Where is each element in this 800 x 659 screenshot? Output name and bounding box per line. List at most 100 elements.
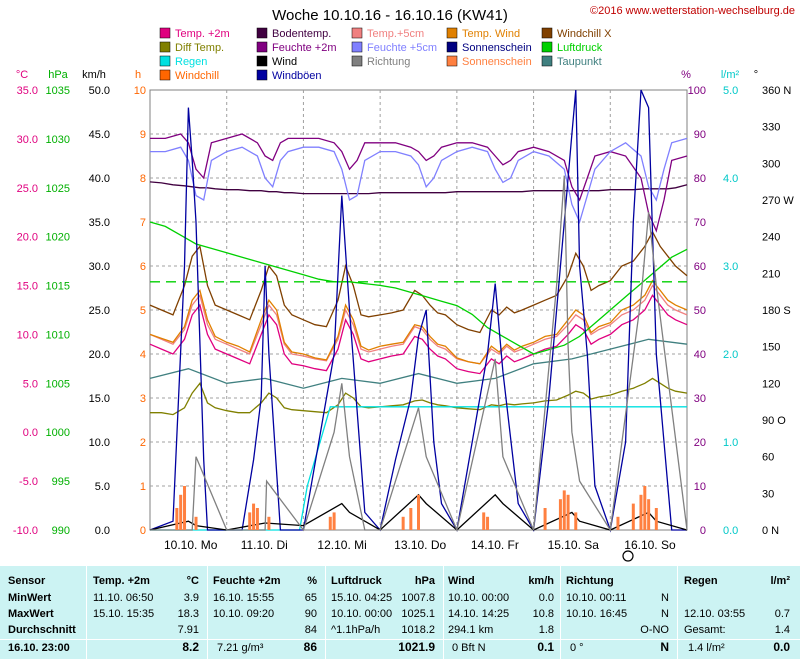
axis-tick-label-direction: 120 (762, 378, 780, 390)
axis-tick-label-temp: -5.0 (19, 476, 38, 488)
temp-max-value: 18.3 (177, 608, 199, 620)
axis-tick-label-rain: 2.0 (723, 349, 738, 361)
axis-tick-label-humidity: 0 (700, 525, 706, 537)
axis-tick-label-temp: 15.0 (17, 281, 38, 293)
legend-label: Wind (272, 56, 297, 68)
legend-swatch (541, 41, 553, 53)
rain-total-label: Gesamt: (684, 624, 726, 636)
wind-current-value: 0.1 (537, 640, 554, 654)
rain-max-time: 12.10. 03:55 (684, 608, 746, 620)
copyright-text: ©2016 www.wetterstation-wechselburg.de (590, 5, 795, 17)
legend-label: Windchill X (557, 28, 612, 40)
stats-divider (0, 639, 800, 640)
axis-tick-label-humidity: 100 (688, 85, 706, 97)
axis-tick-label-temp: 0.0 (23, 427, 38, 439)
bar-sunshine (543, 508, 547, 530)
stats-col-sep (677, 566, 678, 659)
series-line-feuchte-5cm (150, 137, 688, 224)
axis-tick-label-wind: 0.0 (95, 525, 110, 537)
legend-label: Richtung (367, 56, 410, 68)
humidity-current-value: 86 (303, 640, 317, 654)
legend-swatch (446, 27, 458, 39)
direction-degrees: 0 ° (570, 642, 584, 654)
legend-swatch (351, 41, 363, 53)
bar-sunshine (486, 516, 490, 530)
axis-tick-label-pressure: 1025 (46, 183, 70, 195)
axis-tick-label-wind: 35.0 (89, 217, 110, 229)
legend-swatch (541, 27, 553, 39)
legend-swatch (351, 27, 363, 39)
legend-swatch (446, 41, 458, 53)
humidity-max-time: 10.10. 09:20 (213, 608, 275, 620)
bar-sunshine (616, 516, 620, 530)
wind-max-time: 14.10. 14:25 (448, 608, 510, 620)
bar-sunshine (562, 490, 566, 530)
pressure-avg-value: 1018.2 (401, 624, 435, 636)
legend-label: Taupunkt (557, 56, 602, 68)
axis-tick-label-humidity: 40 (694, 349, 706, 361)
axis-tick-label-humidity: 20 (694, 437, 706, 449)
legend-label: Windchill (175, 70, 219, 82)
axis-tick-label-pressure: 1005 (46, 378, 70, 390)
direction-max-value: N (661, 608, 669, 620)
legend-label: Windböen (272, 70, 322, 82)
pressure-max-time: 10.10. 00:00 (331, 608, 393, 620)
bar-sunshine (248, 512, 252, 530)
direction-min-time: 10.10. 00:11 (566, 592, 627, 604)
axis-tick-label-humidity: 80 (694, 173, 706, 185)
stats-col-sep (86, 566, 87, 659)
temp-avg-value: 7.91 (177, 624, 199, 636)
axis-tick-label-sun: 1 (140, 481, 146, 493)
axis-tick-label-sun: 2 (140, 437, 146, 449)
temp-min-time: 11.10. 06:50 (93, 592, 154, 604)
legend-swatch (256, 41, 268, 53)
x-tick-label: 15.10. Sa (548, 538, 600, 552)
legend-label: Regen (175, 56, 207, 68)
legend-label: Temp. Wind (462, 28, 520, 40)
wind-distance: 294.1 km (448, 624, 494, 636)
axis-tick-label-direction: 30 (762, 488, 774, 500)
wind-avg-value: 1.8 (538, 624, 554, 636)
legend-swatch (541, 55, 553, 67)
bar-sunshine (409, 508, 413, 530)
axis-tick-label-humidity: 50 (694, 305, 706, 317)
stats-col-direction: Richtung 10.10. 00:11 N 10.10. 16:45 N O… (561, 566, 677, 659)
grid-lines (150, 90, 687, 530)
axis-tick-label-rain: 3.0 (723, 261, 738, 273)
axis-tick-label-wind: 45.0 (89, 129, 110, 141)
stats-col-sep (443, 566, 444, 659)
axis-tick-label-direction: 330 (762, 122, 780, 134)
legend-swatch (351, 55, 363, 67)
series-line-regen (150, 406, 687, 531)
axis-tick-label-humidity: 90 (694, 129, 706, 141)
humidity-max-value: 90 (304, 608, 317, 620)
bar-sunshine (482, 512, 486, 530)
statistics-table: Sensor MinWert MaxWert Durchschnitt 16.1… (0, 566, 800, 659)
stats-unit-humidity: % (307, 575, 317, 587)
bar-sunshine (643, 486, 647, 530)
legend-swatch (256, 55, 268, 67)
x-tick-label: 10.10. Mo (164, 538, 218, 552)
axis-tick-label-humidity: 60 (694, 261, 706, 273)
axis-tick-label-wind: 30.0 (89, 261, 110, 273)
wind-min-value: 0.0 (538, 592, 554, 604)
axis-tick-label-pressure: 1035 (46, 85, 70, 97)
stats-col-sep (325, 566, 326, 659)
axis-tick-label-direction: 60 (762, 452, 774, 464)
axis-tick-label-humidity: 30 (694, 393, 706, 405)
axis-tick-label-wind: 40.0 (89, 173, 110, 185)
axis-unit-wind: km/h (82, 69, 106, 81)
stats-header-pressure: Luftdruck (331, 575, 382, 587)
bar-sunshine (654, 508, 658, 530)
axis-tick-label-sun: 8 (140, 173, 146, 185)
bar-sunshine (328, 516, 332, 530)
series-line-temp-2m (149, 294, 688, 375)
axis-tick-label-sun: 6 (140, 261, 146, 273)
x-tick-label: 14.10. Fr (471, 538, 519, 552)
axis-tick-label-sun: 3 (140, 393, 146, 405)
x-tick-label: 12.10. Mi (317, 538, 366, 552)
legend-label: Luftdruck (557, 42, 603, 54)
stats-header-temp: Temp. +2m (93, 575, 150, 587)
legend-label: Sonnenschein (462, 56, 532, 68)
bar-sunshine (639, 494, 643, 530)
